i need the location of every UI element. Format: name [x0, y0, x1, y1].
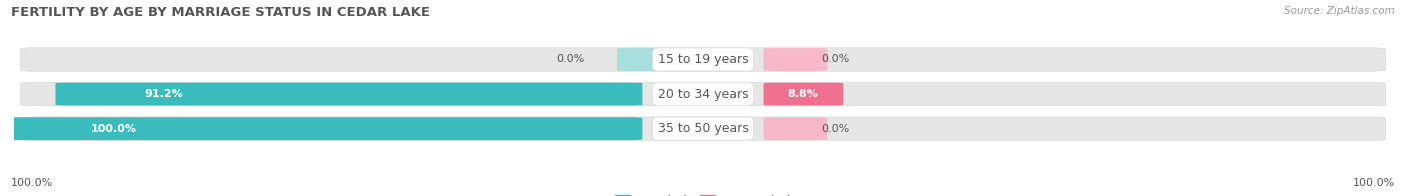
FancyBboxPatch shape	[617, 48, 681, 71]
FancyBboxPatch shape	[763, 83, 844, 105]
Text: FERTILITY BY AGE BY MARRIAGE STATUS IN CEDAR LAKE: FERTILITY BY AGE BY MARRIAGE STATUS IN C…	[11, 6, 430, 19]
Text: 100.0%: 100.0%	[11, 178, 53, 188]
Text: 0.0%: 0.0%	[821, 124, 849, 134]
Legend: Married, Unmarried: Married, Unmarried	[614, 195, 792, 196]
Text: 0.0%: 0.0%	[821, 54, 849, 64]
FancyBboxPatch shape	[21, 48, 1385, 71]
Text: 8.8%: 8.8%	[787, 89, 818, 99]
FancyBboxPatch shape	[21, 117, 1385, 140]
Text: 20 to 34 years: 20 to 34 years	[658, 88, 748, 101]
Text: 100.0%: 100.0%	[90, 124, 136, 134]
FancyBboxPatch shape	[55, 83, 643, 105]
Text: 35 to 50 years: 35 to 50 years	[658, 122, 748, 135]
Text: 100.0%: 100.0%	[1353, 178, 1395, 188]
Text: 91.2%: 91.2%	[145, 89, 184, 99]
FancyBboxPatch shape	[763, 117, 827, 140]
Text: 15 to 19 years: 15 to 19 years	[658, 53, 748, 66]
Text: Source: ZipAtlas.com: Source: ZipAtlas.com	[1284, 6, 1395, 16]
Text: 0.0%: 0.0%	[557, 54, 585, 64]
FancyBboxPatch shape	[1, 117, 643, 140]
FancyBboxPatch shape	[21, 82, 1385, 106]
FancyBboxPatch shape	[763, 48, 827, 71]
